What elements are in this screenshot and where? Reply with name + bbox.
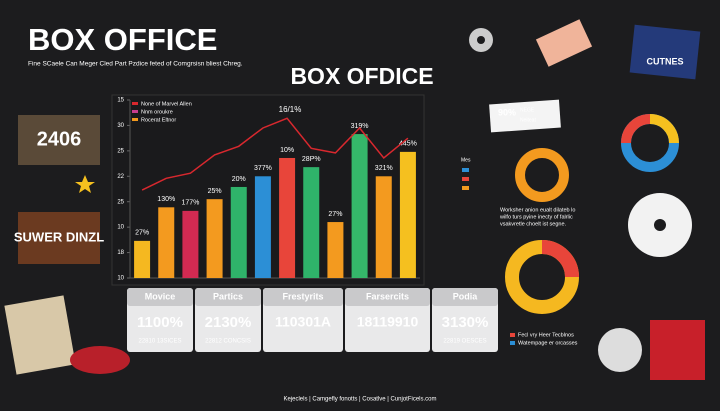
bar-annotation: 25% xyxy=(208,188,222,195)
y-tick-label: 25 xyxy=(117,148,124,154)
film-reel xyxy=(598,328,642,372)
legend-label: Nnm oroukre xyxy=(141,109,173,115)
bar-annotation: 28P% xyxy=(302,156,321,163)
poster-title: 2406 xyxy=(37,128,82,150)
card-header: Farsercits xyxy=(366,291,409,301)
legend-swatch xyxy=(132,110,138,113)
card-header: Partics xyxy=(213,291,243,301)
main-title: BOX OFFICE xyxy=(28,22,217,57)
legend-label: None of Marvel Allen xyxy=(141,101,192,107)
donut-decoration xyxy=(541,240,579,278)
poster-title: SUWER DINZL xyxy=(14,229,104,244)
bar xyxy=(254,176,271,278)
card-header-bg xyxy=(345,288,430,306)
card-header-bg xyxy=(127,288,193,306)
bar-annotation: 319% xyxy=(351,123,369,130)
popcorn xyxy=(70,346,130,374)
bar-annotation: 377% xyxy=(254,165,272,172)
card-header: Movice xyxy=(145,291,176,301)
card-value: 3130% xyxy=(442,314,489,331)
legend-swatch xyxy=(132,102,138,105)
note-value: 90% xyxy=(498,107,516,117)
y-tick-label: 10 xyxy=(117,276,124,282)
y-tick-label: 10 xyxy=(117,225,124,231)
subtitle: Fine SCaele Can Meger Cled Part Pzdice f… xyxy=(28,61,243,68)
y-tick-label: 30 xyxy=(117,123,124,129)
spiral-decoration xyxy=(515,148,569,202)
y-tick-label: 25 xyxy=(117,199,124,205)
legend-swatch xyxy=(462,186,469,190)
legend-swatch xyxy=(462,168,469,172)
legend-label: Rocerat Eltnor xyxy=(141,117,176,123)
poster xyxy=(18,115,100,165)
bar xyxy=(303,167,320,278)
bar xyxy=(158,207,175,278)
bar xyxy=(134,240,151,278)
peak-label: 16/1% xyxy=(279,105,302,114)
legend-label: Fecl vry Heer Tecblnos xyxy=(518,332,574,338)
note-line: NEGE xyxy=(520,107,535,113)
note-card xyxy=(489,99,561,133)
card-header-bg xyxy=(263,288,343,306)
poster-stack xyxy=(4,295,76,375)
y-tick-label: 22 xyxy=(117,174,124,180)
popcorn-box xyxy=(650,320,705,380)
bar xyxy=(327,222,344,278)
card-value: 2130% xyxy=(205,314,252,331)
bar-annotation: 27% xyxy=(135,230,149,237)
card-header: Frestyrits xyxy=(282,291,323,301)
card-sub: 22812 CONCSIS xyxy=(205,339,251,345)
legend-swatch xyxy=(132,118,138,121)
line xyxy=(141,117,409,191)
legend-swatch xyxy=(510,333,515,337)
poster-title: CUTNES xyxy=(646,56,683,66)
note-line: Neiteat xyxy=(520,117,536,123)
bar xyxy=(230,186,247,278)
side-text: Worksher anion eualt dilateb lo xyxy=(500,207,575,213)
legend-swatch xyxy=(510,341,515,345)
bar xyxy=(351,134,368,278)
card-value: 110301A xyxy=(275,314,331,330)
bar-annotation: 321% xyxy=(375,165,393,172)
bar-annotation: 130% xyxy=(157,196,175,203)
poster xyxy=(18,212,100,264)
card-header-bg xyxy=(195,288,261,306)
card-header: Podia xyxy=(453,291,478,301)
bar xyxy=(182,210,199,278)
legend-swatch xyxy=(462,177,469,181)
side-text: wilfo turs pyine inecty of falrlic xyxy=(499,214,573,220)
card-sub: 22819 OESCES xyxy=(443,339,486,345)
card-value: 18119910 xyxy=(357,314,419,330)
chart-title: BOX OFDICE xyxy=(290,63,433,89)
bar-annotation: 177% xyxy=(181,200,199,207)
side-text: vsakvretle choelt ist segne. xyxy=(500,221,567,227)
star xyxy=(75,175,95,193)
card-header-bg xyxy=(432,288,498,306)
card-value: 1100% xyxy=(137,314,183,331)
card-sub: 22810 13SICES xyxy=(138,339,181,345)
film-reel-hole xyxy=(654,219,666,231)
donut-decoration xyxy=(621,114,651,144)
bar xyxy=(279,157,296,278)
legend-label: Watempage er orcasses xyxy=(518,340,578,346)
bar-annotation: 10% xyxy=(280,147,294,154)
bar xyxy=(206,199,223,278)
footer: Kejeclels | Camgefly fonotts | Cosatlve … xyxy=(283,397,436,403)
bar xyxy=(399,151,416,278)
y-tick-label: 18 xyxy=(117,250,124,256)
bar-annotation: 27% xyxy=(328,211,342,218)
bar-annotation: 20% xyxy=(232,176,246,183)
bar-annotation: 445% xyxy=(399,141,417,148)
side-legend: Mes xyxy=(461,157,471,163)
bar xyxy=(375,176,392,278)
donut-decoration xyxy=(649,114,679,144)
y-tick-label: 15 xyxy=(117,98,124,104)
ticket xyxy=(535,19,593,67)
poster xyxy=(629,24,701,80)
film-reel-hole xyxy=(477,36,485,44)
